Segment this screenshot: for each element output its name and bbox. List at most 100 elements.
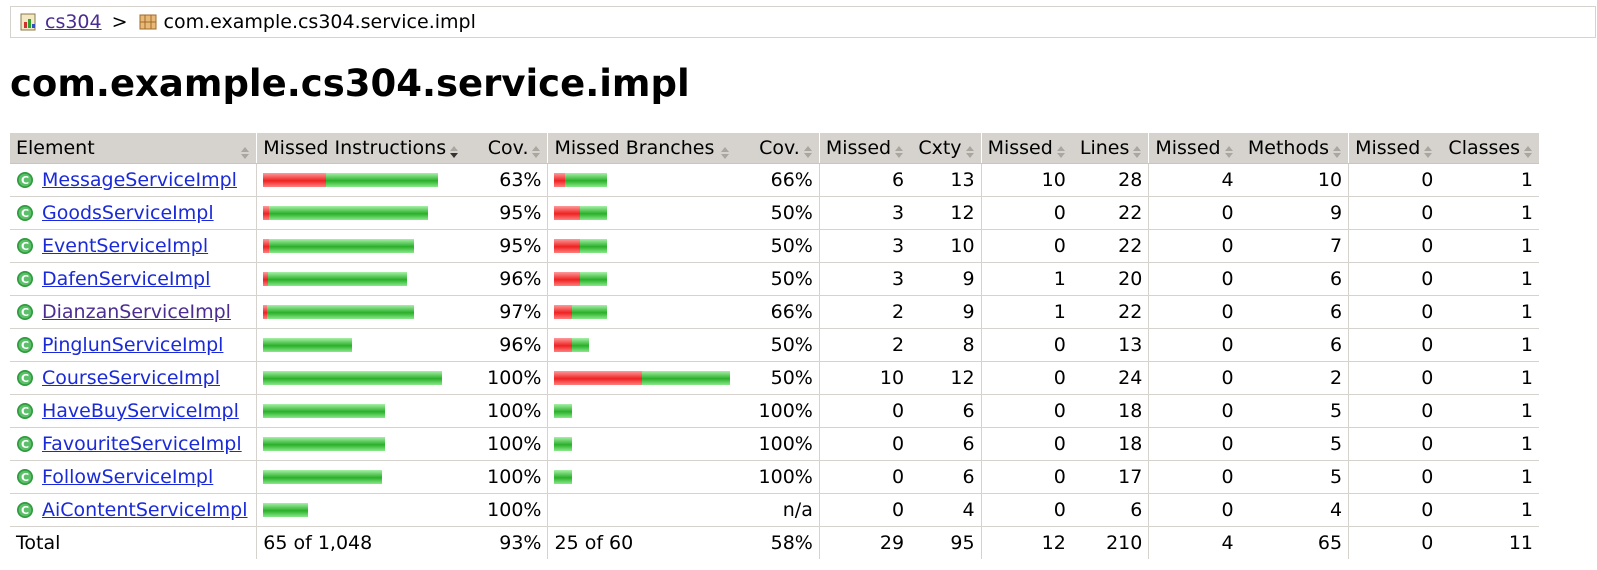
cxty: 13: [910, 163, 982, 197]
instructions-cov: 95%: [465, 196, 548, 230]
lines: 22: [1071, 229, 1149, 263]
coverage-table: Element Missed Instructions Cov. Missed …: [10, 133, 1539, 559]
header-missed-cxty[interactable]: Missed: [818, 133, 911, 164]
class-link[interactable]: GoodsServiceImpl: [42, 202, 214, 224]
missed-lines: 0: [980, 460, 1072, 494]
branches-coverage-bar: [554, 173, 730, 187]
branches-cov: 100%: [736, 460, 820, 494]
methods: 2: [1239, 361, 1349, 395]
element-cell: C FavouriteServiceImpl: [10, 427, 257, 461]
covered-bar: [580, 239, 608, 253]
class-link[interactable]: CourseServiceImpl: [42, 367, 221, 389]
lines: 13: [1071, 328, 1149, 362]
missed-bar: [554, 371, 643, 385]
cxty: 6: [910, 460, 982, 494]
instructions-coverage-bar: [263, 404, 459, 418]
class-link[interactable]: EventServiceImpl: [42, 235, 209, 257]
cxty: 9: [910, 295, 982, 329]
class-link[interactable]: PinglunServiceImpl: [42, 334, 224, 356]
branches-cov: 50%: [736, 361, 820, 395]
class-link[interactable]: MessageServiceImpl: [42, 169, 237, 191]
header-element[interactable]: Element: [10, 133, 257, 164]
missed-bar: [554, 272, 581, 286]
lines: 6: [1071, 493, 1149, 527]
svg-text:C: C: [21, 504, 29, 517]
classes: 1: [1439, 163, 1539, 197]
missed-bar: [263, 206, 270, 220]
branches-coverage-bar: [554, 503, 730, 517]
missed-classes: 0: [1348, 427, 1440, 461]
classes: 1: [1439, 262, 1539, 296]
instructions-coverage-bar: [263, 338, 459, 352]
sort-icon: [531, 142, 541, 158]
covered-bar: [565, 173, 608, 187]
sort-icon: [1423, 142, 1433, 158]
branches-bar-cell: [547, 229, 737, 263]
methods: 7: [1239, 229, 1349, 263]
header-missed-branches[interactable]: Missed Branches: [547, 133, 737, 164]
branches-coverage-bar: [554, 272, 730, 286]
covered-bar: [326, 173, 439, 187]
header-missed-classes[interactable]: Missed: [1348, 133, 1440, 164]
total-missed-lines: 12: [980, 526, 1072, 559]
missed-methods: 0: [1148, 394, 1240, 428]
missed-cxty: 2: [818, 295, 911, 329]
element-cell: C FollowServiceImpl: [10, 460, 257, 494]
missed-methods: 0: [1148, 460, 1240, 494]
instructions-bar-cell: [256, 295, 466, 329]
instructions-coverage-bar: [263, 503, 459, 517]
table-header-row: Element Missed Instructions Cov. Missed …: [10, 133, 1539, 164]
header-branch-cov[interactable]: Cov.: [736, 133, 820, 164]
missed-lines: 0: [980, 229, 1072, 263]
header-missed-methods[interactable]: Missed: [1148, 133, 1240, 164]
header-cxty[interactable]: Cxty: [910, 133, 982, 164]
instructions-bar-cell: [256, 163, 466, 197]
class-icon: C: [16, 237, 34, 255]
methods: 5: [1239, 427, 1349, 461]
class-link[interactable]: FollowServiceImpl: [42, 466, 214, 488]
branches-cov: 100%: [736, 427, 820, 461]
covered-bar: [580, 206, 608, 220]
covered-bar: [263, 470, 383, 484]
class-link[interactable]: FavouriteServiceImpl: [42, 433, 242, 455]
instructions-cov: 97%: [465, 295, 548, 329]
missed-bar: [263, 173, 327, 187]
branches-coverage-bar: [554, 470, 730, 484]
covered-bar: [554, 470, 573, 484]
class-link[interactable]: DafenServiceImpl: [42, 268, 211, 290]
header-instr-cov[interactable]: Cov.: [465, 133, 548, 164]
total-row: Total 65 of 1,048 93% 25 of 60 58% 29 95…: [10, 526, 1539, 559]
methods: 6: [1239, 328, 1349, 362]
class-link[interactable]: DianzanServiceImpl: [42, 301, 231, 323]
missed-classes: 0: [1348, 493, 1440, 527]
class-link[interactable]: AiContentServiceImpl: [42, 499, 248, 521]
missed-bar: [263, 239, 270, 253]
header-classes[interactable]: Classes: [1439, 133, 1539, 164]
class-icon: C: [16, 402, 34, 420]
table-row: C FavouriteServiceImpl 100% 100% 0 6 0 18 0 5 0 1: [10, 427, 1539, 461]
missed-bar: [554, 338, 573, 352]
missed-bar: [263, 272, 269, 286]
branches-bar-cell: [547, 163, 737, 197]
header-missed-lines[interactable]: Missed: [980, 133, 1072, 164]
missed-cxty: 2: [818, 328, 911, 362]
sort-icon: [803, 142, 813, 158]
class-link[interactable]: HaveBuyServiceImpl: [42, 400, 239, 422]
header-missed-instructions[interactable]: Missed Instructions: [256, 133, 466, 164]
classes: 1: [1439, 229, 1539, 263]
header-lines[interactable]: Lines: [1071, 133, 1149, 164]
header-methods[interactable]: Methods: [1239, 133, 1349, 164]
svg-text:C: C: [21, 207, 29, 220]
class-icon: C: [16, 468, 34, 486]
breadcrumb-root-link[interactable]: cs304: [45, 11, 102, 33]
sort-icon: [1332, 142, 1342, 158]
cxty: 9: [910, 262, 982, 296]
svg-text:C: C: [21, 240, 29, 253]
missed-lines: 0: [980, 361, 1072, 395]
lines: 20: [1071, 262, 1149, 296]
total-instr-cov: 93%: [499, 532, 542, 554]
class-icon: C: [16, 336, 34, 354]
methods: 9: [1239, 196, 1349, 230]
branches-cov: 100%: [736, 394, 820, 428]
classes: 1: [1439, 196, 1539, 230]
